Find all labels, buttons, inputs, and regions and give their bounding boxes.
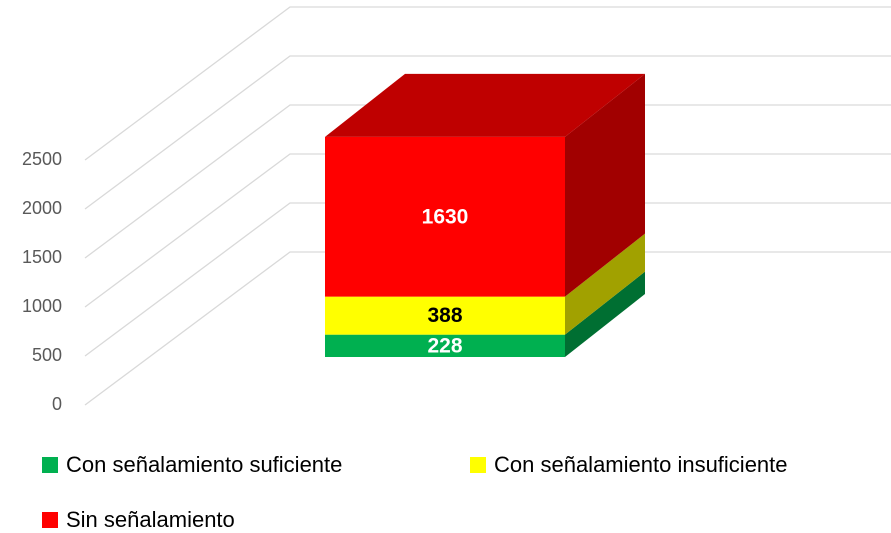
value-label: 228 <box>427 334 462 357</box>
value-label: 388 <box>427 304 462 327</box>
legend-label: Con señalamiento insuficiente <box>494 452 788 477</box>
bar-side <box>565 233 645 335</box>
grid-line <box>84 251 891 406</box>
legend-swatch <box>42 457 58 473</box>
bar-side <box>565 73 645 297</box>
y-tick-label: 2000 <box>22 198 62 218</box>
grid-line <box>84 202 891 357</box>
grid-line <box>84 6 891 161</box>
grid-line <box>84 153 891 308</box>
legend-label: Sin señalamiento <box>66 507 235 532</box>
y-tick-label: 0 <box>52 394 62 414</box>
y-tick-label: 1000 <box>22 296 62 316</box>
bar-side <box>565 271 645 357</box>
legend-swatch <box>470 457 486 473</box>
grid-line <box>84 55 891 210</box>
legend-swatch <box>42 512 58 528</box>
grid-line <box>84 104 891 259</box>
bar <box>325 296 565 335</box>
bar <box>325 334 565 357</box>
y-tick-label: 2500 <box>22 149 62 169</box>
legend-label: Con señalamiento suficiente <box>66 452 342 477</box>
value-label: 1630 <box>422 205 469 228</box>
bar <box>325 136 565 297</box>
bar-top <box>325 73 645 137</box>
y-tick-label: 500 <box>32 345 62 365</box>
y-tick-label: 1500 <box>22 247 62 267</box>
